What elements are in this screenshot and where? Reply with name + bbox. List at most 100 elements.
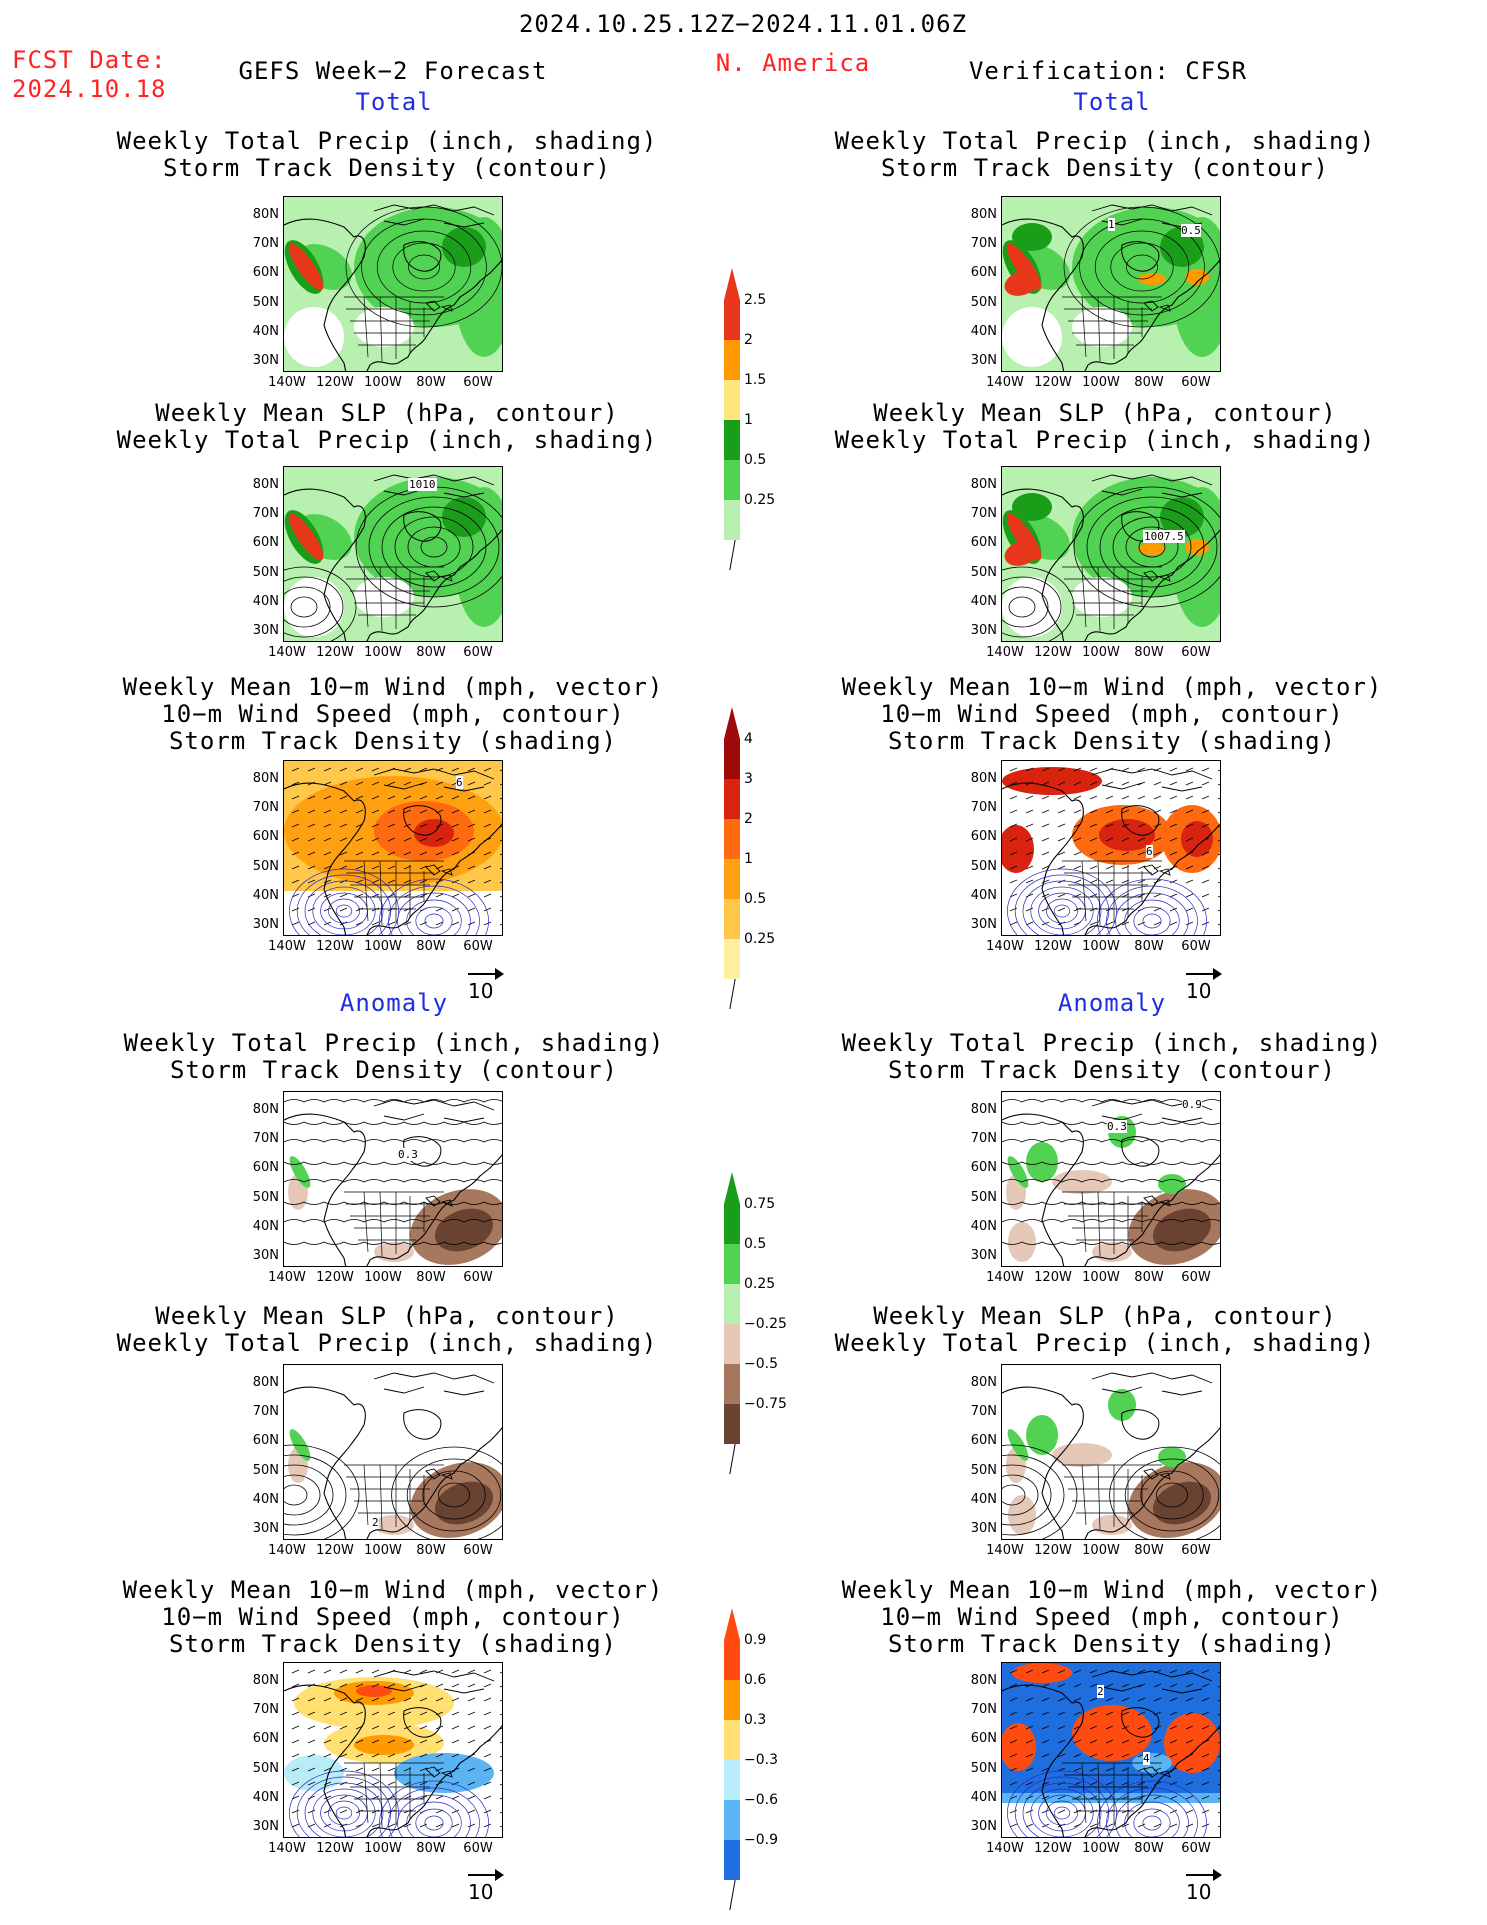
lon-tick-label: 100W [364,1543,402,1558]
colorbar-segment [724,1404,740,1444]
lon-tick-label: 60W [1181,375,1211,390]
map-panel-ob-wind-storm-anom [1001,1662,1221,1838]
colorbar-label: 0.3 [744,1712,767,1728]
lat-tick-label: 60N [252,1731,279,1746]
lat-tick-label: 70N [970,236,997,251]
colorbar-tail [729,1444,736,1474]
colorbar-cap [724,1608,740,1640]
lat-tick-label: 60N [970,1731,997,1746]
colorbar-segment [724,1720,740,1760]
lat-tick-label: 70N [252,236,279,251]
lon-tick-label: 140W [268,1841,306,1856]
lat-tick-label: 40N [970,1219,997,1234]
lat-tick-label: 70N [970,506,997,521]
map-panel-fc-precip-storm-total [283,196,503,372]
lon-tick-label: 100W [1082,1270,1120,1285]
vector-reference: 10 [468,1869,504,1904]
lat-tick-label: 80N [970,477,997,492]
lon-tick-label: 100W [1082,1841,1120,1856]
lat-tick-label: 40N [252,888,279,903]
lon-tick-label: 60W [463,645,493,660]
colorbar-segment [724,779,740,819]
lon-tick-label: 120W [316,939,354,954]
colorbar-label: −0.75 [744,1396,787,1412]
colorbar-segment [724,739,740,779]
colorbar-label: 0.25 [744,931,776,947]
arrow-right-icon [468,1869,504,1881]
lat-tick-label: 80N [970,1375,997,1390]
colorbar-precip-anom: 0.75 0.5 0.25 −0.25 −0.5 −0.75 [724,1172,787,1474]
colorbar-cap [724,707,740,739]
lon-tick-label: 80W [416,1841,446,1856]
lon-tick-label: 60W [1181,1270,1211,1285]
lat-tick-label: 50N [970,295,997,310]
lat-tick-label: 60N [970,265,997,280]
lat-tick-label: 40N [970,1492,997,1507]
lat-tick-label: 70N [252,1702,279,1717]
lat-tick-label: 80N [252,1102,279,1117]
lat-tick-label: 50N [970,565,997,580]
lon-tick-label: 120W [316,375,354,390]
lon-tick-label: 60W [1181,1841,1211,1856]
map-panel-ob-wind-storm-total [1001,760,1221,936]
lon-tick-label: 100W [1082,645,1120,660]
colorbar-segment [724,859,740,899]
lat-tick-label: 70N [970,1702,997,1717]
title-fc-slp-precip-total: Weekly Mean SLP (hPa, contour) Weekly Tot… [116,399,658,454]
lat-tick-label: 60N [252,829,279,844]
lat-tick-label: 80N [970,207,997,222]
lon-tick-label: 120W [1034,1543,1072,1558]
colorbar-label: 0.25 [744,492,776,508]
lon-tick-label: 140W [268,375,306,390]
colorbar-tail [729,1880,736,1910]
lat-tick-label: 50N [970,1761,997,1776]
vector-reference: 10 [468,968,504,1003]
lat-tick-label: 70N [252,1131,279,1146]
map-panel-fc-wind-storm-anom [283,1662,503,1838]
colorbar-tail [729,540,736,570]
lat-tick-label: 80N [252,1673,279,1688]
lon-tick-label: 60W [1181,939,1211,954]
lat-tick-label: 60N [970,1433,997,1448]
lon-tick-label: 100W [364,1841,402,1856]
lat-tick-label: 40N [970,1790,997,1805]
lon-tick-label: 100W [364,1270,402,1285]
title-ob-slp-precip-total: Weekly Mean SLP (hPa, contour) Weekly Tot… [834,399,1376,454]
lon-tick-label: 60W [463,1270,493,1285]
contour-label: 4 [1143,1752,1150,1765]
colorbar-segment [724,1840,740,1880]
lat-tick-label: 50N [252,859,279,874]
colorbar-label: 0.25 [744,1276,776,1292]
colorbar-label: 3 [744,771,753,787]
lon-tick-label: 80W [416,1270,446,1285]
fcst-date-value: 2024.10.18 [12,75,167,103]
colorbar-label: −0.25 [744,1316,787,1332]
lon-tick-label: 60W [463,375,493,390]
lat-tick-label: 30N [970,917,997,932]
colorbar-storm-total: 4 3 2 1 0.5 0.25 [724,707,775,1009]
lat-tick-label: 30N [970,623,997,638]
lon-tick-label: 120W [316,1270,354,1285]
lon-tick-label: 60W [463,1543,493,1558]
lon-tick-label: 80W [1134,645,1164,660]
colorbar-segment [724,1244,740,1284]
title-ob-wind-storm-total: Weekly Mean 10−m Wind (mph, vector) 10−m … [841,673,1383,755]
contour-label: 0.3 [398,1148,418,1161]
colorbar-tail [729,979,736,1009]
contour-label: 0.9 [1182,1098,1202,1111]
lon-tick-label: 100W [1082,939,1120,954]
lat-tick-label: 80N [252,207,279,222]
title-fc-slp-precip-anom: Weekly Mean SLP (hPa, contour) Weekly Tot… [116,1302,658,1357]
lat-tick-label: 30N [252,1248,279,1263]
lon-tick-label: 140W [986,1841,1024,1856]
map-panel-ob-slp-precip-total [1001,466,1221,642]
lat-tick-label: 50N [252,565,279,580]
colorbar-segment [724,500,740,540]
title-ob-precip-storm-anom: Weekly Total Precip (inch, shading) Storm… [841,1029,1383,1084]
lon-tick-label: 140W [268,939,306,954]
lat-tick-label: 70N [252,506,279,521]
colorbar-precip-total: 2.5 2 1.5 1 0.5 0.25 [724,268,775,570]
colorbar-segment [724,380,740,420]
lat-tick-label: 60N [252,535,279,550]
section-anomaly-right: Anomaly [1057,989,1167,1017]
